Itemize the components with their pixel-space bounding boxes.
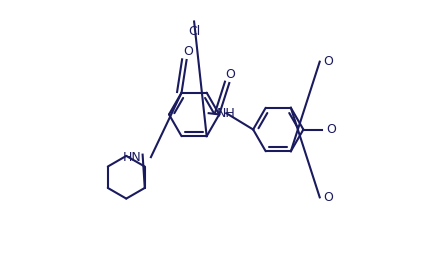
Text: O: O xyxy=(226,68,235,81)
Text: NH: NH xyxy=(217,107,235,120)
Text: HN: HN xyxy=(123,151,141,164)
Text: O: O xyxy=(323,191,333,204)
Text: O: O xyxy=(323,55,333,68)
Text: O: O xyxy=(183,45,193,58)
Text: Cl: Cl xyxy=(188,25,200,38)
Text: O: O xyxy=(326,123,336,136)
